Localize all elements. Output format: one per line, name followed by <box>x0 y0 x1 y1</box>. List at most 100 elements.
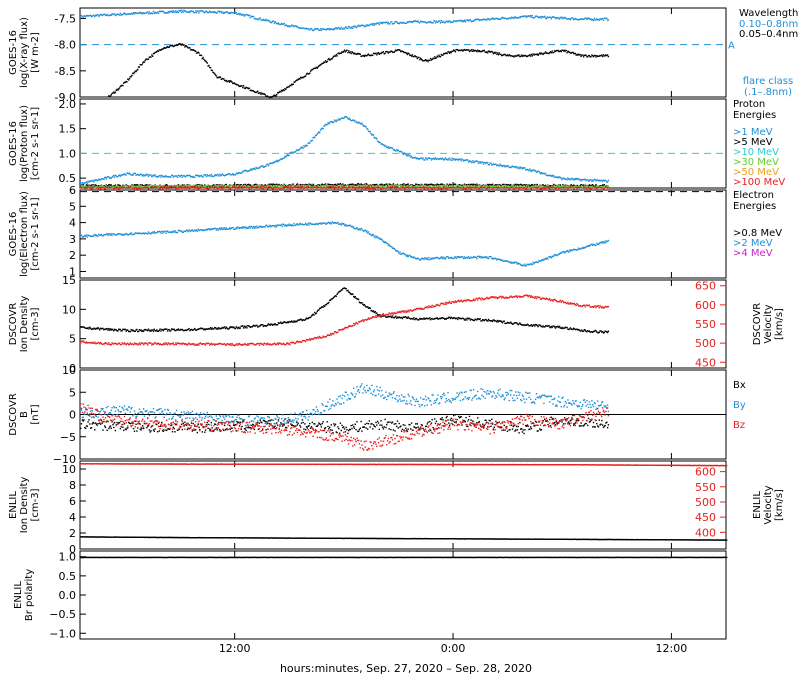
data-point <box>340 185 342 187</box>
data-point <box>310 69 313 71</box>
data-point <box>92 14 94 17</box>
data-point <box>303 185 305 187</box>
data-point <box>166 176 168 178</box>
data-point <box>403 152 405 154</box>
data-point <box>141 12 143 14</box>
data-point <box>471 186 473 188</box>
data-point <box>127 172 129 174</box>
data-point <box>528 54 530 57</box>
data-point <box>474 18 476 21</box>
data-point <box>307 27 309 30</box>
data-point <box>210 328 213 330</box>
data-point <box>255 324 257 327</box>
data-point <box>469 49 471 52</box>
data-point <box>198 176 200 178</box>
data-point <box>602 185 605 188</box>
data-point <box>324 61 326 64</box>
data-point <box>453 49 456 52</box>
data-point <box>249 326 251 329</box>
data-point <box>173 11 175 13</box>
data-point <box>360 186 362 188</box>
data-point <box>303 319 305 321</box>
data-point <box>582 56 585 58</box>
y-tick-label: -9.0 <box>55 91 76 104</box>
data-point <box>408 317 410 319</box>
data-point <box>148 56 151 58</box>
y-tick-label: 15 <box>62 274 76 287</box>
data-point <box>229 188 232 190</box>
data-point <box>496 17 498 20</box>
data-point <box>178 329 180 331</box>
data-point <box>361 24 363 27</box>
data-point <box>448 183 451 185</box>
data-point <box>336 28 338 30</box>
data-point <box>255 91 257 94</box>
data-point <box>408 185 410 188</box>
data-point <box>598 242 600 245</box>
data-point <box>228 187 231 190</box>
data-point <box>83 236 85 238</box>
data-point <box>201 184 203 187</box>
data-point <box>263 226 265 228</box>
data-point <box>204 174 207 176</box>
data-point <box>539 171 541 174</box>
data-point <box>107 176 109 178</box>
data-point <box>323 305 325 307</box>
data-point <box>127 234 129 236</box>
data-point <box>286 153 289 156</box>
data-point <box>451 317 453 319</box>
data-point <box>432 257 434 259</box>
data-point <box>305 223 308 226</box>
data-point <box>250 184 252 187</box>
data-point <box>555 187 557 189</box>
data-point <box>341 28 343 30</box>
data-point <box>399 21 401 24</box>
data-point <box>85 181 87 184</box>
data-point <box>342 223 344 225</box>
data-point <box>287 321 289 324</box>
data-point <box>453 158 456 160</box>
data-point <box>530 170 533 173</box>
legend-title: Wavelength <box>739 8 798 19</box>
data-point <box>279 159 281 161</box>
data-point <box>294 151 296 153</box>
data-point <box>189 184 191 187</box>
data-point <box>159 187 161 190</box>
data-point <box>342 117 344 119</box>
data-point <box>353 226 355 229</box>
data-point <box>557 254 559 256</box>
data-point <box>253 184 256 186</box>
data-point <box>250 89 252 91</box>
data-point <box>545 17 548 20</box>
data-point <box>561 185 563 187</box>
data-point <box>303 224 305 226</box>
data-point <box>124 185 127 187</box>
data-point <box>527 263 529 266</box>
data-point <box>439 157 442 160</box>
data-point <box>118 328 120 330</box>
data-point <box>541 258 543 261</box>
data-point <box>238 227 241 230</box>
data-point <box>112 175 114 177</box>
data-point <box>357 122 359 124</box>
data-point <box>191 176 194 178</box>
data-point <box>285 156 287 158</box>
data-point <box>480 186 482 188</box>
data-point <box>491 51 494 53</box>
data-point <box>159 184 161 186</box>
data-point <box>80 186 82 189</box>
data-point <box>173 175 175 177</box>
data-point <box>260 185 262 187</box>
data-point <box>574 248 576 251</box>
data-point <box>515 183 517 186</box>
data-point <box>300 27 303 29</box>
data-point <box>397 185 399 187</box>
data-point <box>439 158 441 160</box>
data-point <box>369 54 371 57</box>
data-point <box>318 65 320 67</box>
data-point <box>196 185 198 188</box>
data-point <box>175 187 177 190</box>
data-point <box>524 167 526 169</box>
data-point <box>146 174 148 176</box>
data-point <box>228 228 230 230</box>
